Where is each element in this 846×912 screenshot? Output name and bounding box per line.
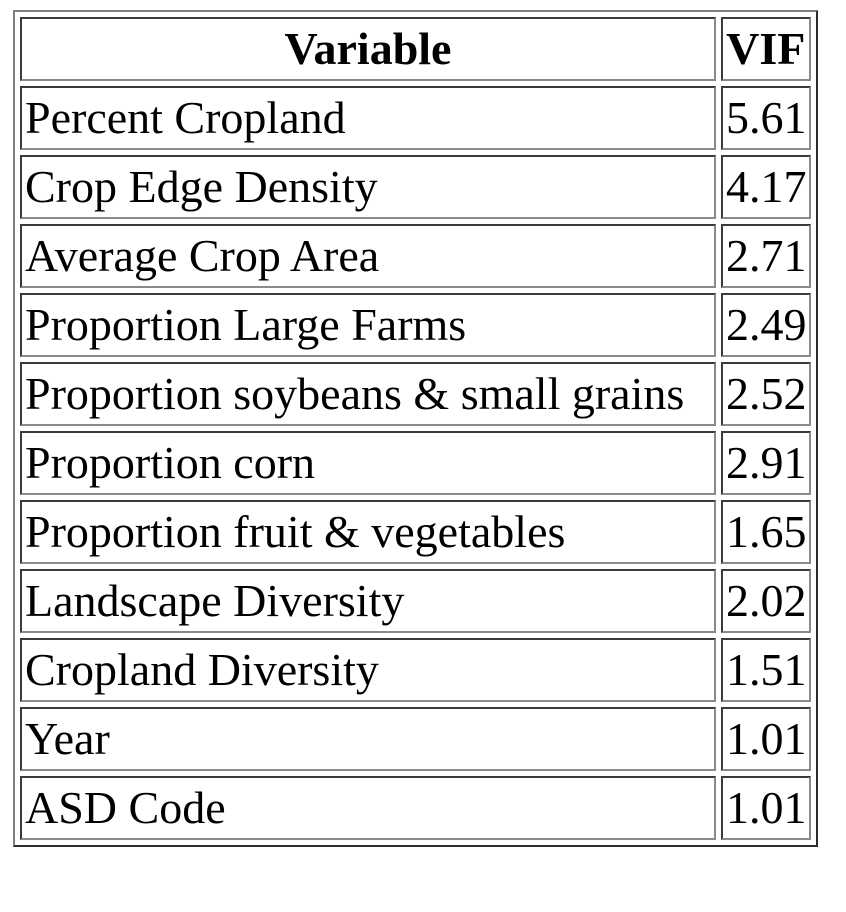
table-body: Percent Cropland 5.61 Crop Edge Density … [20, 86, 811, 840]
vif-cell: 1.01 [721, 776, 811, 840]
table-row: Cropland Diversity 1.51 [20, 638, 811, 702]
table-row: Landscape Diversity 2.02 [20, 569, 811, 633]
table-row: Proportion fruit & vegetables 1.65 [20, 500, 811, 564]
vif-cell: 4.17 [721, 155, 811, 219]
vif-table: Variable VIF Percent Cropland 5.61 Crop … [13, 10, 818, 847]
vif-cell: 1.65 [721, 500, 811, 564]
vif-cell: 2.02 [721, 569, 811, 633]
variable-cell: Proportion soybeans & small grains [20, 362, 716, 426]
table-row: ASD Code 1.01 [20, 776, 811, 840]
variable-cell: Landscape Diversity [20, 569, 716, 633]
variable-cell: Proportion Large Farms [20, 293, 716, 357]
variable-cell: Cropland Diversity [20, 638, 716, 702]
table-row: Proportion soybeans & small grains 2.52 [20, 362, 811, 426]
variable-cell: ASD Code [20, 776, 716, 840]
vif-cell: 1.51 [721, 638, 811, 702]
vif-cell: 2.52 [721, 362, 811, 426]
table-row: Crop Edge Density 4.17 [20, 155, 811, 219]
table-row: Year 1.01 [20, 707, 811, 771]
table-row: Percent Cropland 5.61 [20, 86, 811, 150]
table-container: Variable VIF Percent Cropland 5.61 Crop … [13, 10, 818, 847]
table-row: Proportion corn 2.91 [20, 431, 811, 495]
table-row: Proportion Large Farms 2.49 [20, 293, 811, 357]
variable-cell: Proportion fruit & vegetables [20, 500, 716, 564]
vif-cell: 2.49 [721, 293, 811, 357]
variable-cell: Percent Cropland [20, 86, 716, 150]
header-row: Variable VIF [20, 17, 811, 81]
vif-cell: 2.71 [721, 224, 811, 288]
variable-cell: Year [20, 707, 716, 771]
table-header: Variable VIF [20, 17, 811, 81]
vif-column-header: VIF [721, 17, 811, 81]
variable-cell: Proportion corn [20, 431, 716, 495]
vif-cell: 1.01 [721, 707, 811, 771]
vif-cell: 5.61 [721, 86, 811, 150]
variable-column-header: Variable [20, 17, 716, 81]
table-row: Average Crop Area 2.71 [20, 224, 811, 288]
vif-cell: 2.91 [721, 431, 811, 495]
variable-cell: Average Crop Area [20, 224, 716, 288]
variable-cell: Crop Edge Density [20, 155, 716, 219]
